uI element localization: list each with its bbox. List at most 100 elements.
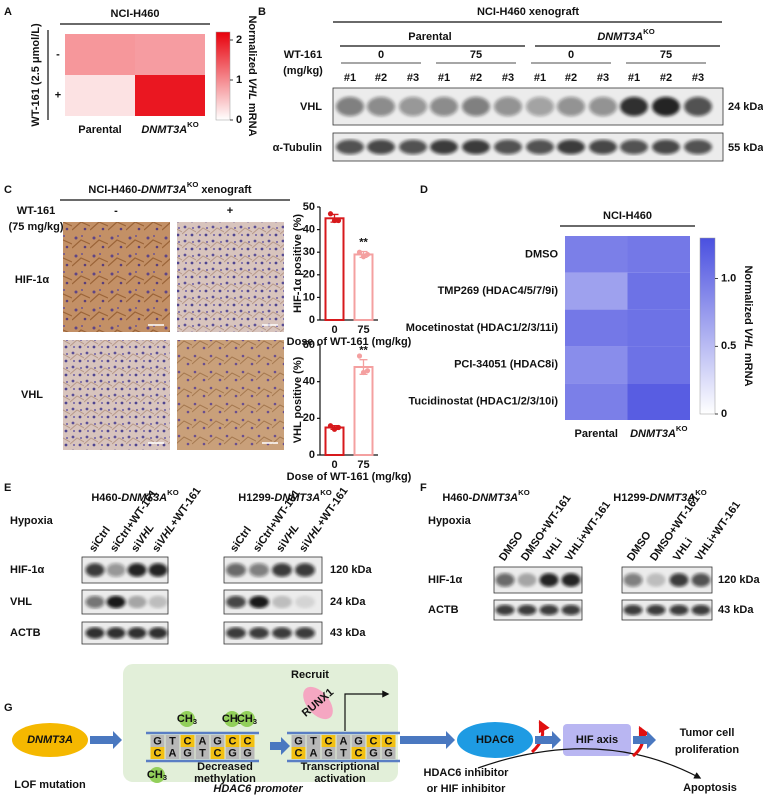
blot-band [652, 96, 680, 117]
y-tick-label: 20 [303, 412, 315, 424]
blot-title: H1299-DNMT3AKO [238, 488, 331, 504]
base-box [240, 747, 255, 759]
base-box [321, 735, 336, 747]
scale-bars [148, 324, 278, 444]
base-label: C [184, 735, 192, 747]
note: Transcriptional [301, 761, 380, 773]
sample-label: #2 [660, 72, 672, 84]
blot-band [367, 96, 395, 117]
text-part: Normalized [742, 265, 754, 327]
dose-label: 75 [660, 49, 672, 61]
row-label: HIF-1α [10, 564, 45, 576]
heatmap-cell [135, 75, 205, 116]
blot-band [127, 595, 147, 609]
text-part: DNMT3A [472, 492, 518, 504]
heatmap-cell [627, 346, 690, 384]
sample-label: #2 [565, 72, 577, 84]
x-tick-label: 0 [331, 459, 337, 471]
base-label: C [385, 735, 393, 747]
blot-band [691, 604, 711, 616]
base-box [291, 747, 306, 759]
condition-label: Hypoxia [428, 515, 472, 527]
base-label: G [294, 735, 303, 747]
note: activation [314, 773, 366, 785]
data-point [360, 254, 367, 260]
data-point [331, 426, 338, 432]
blot-band [127, 563, 147, 577]
colorbar-label: Normalized VHL mRNA [742, 265, 754, 386]
condition-label: + [227, 205, 233, 217]
blot-band [148, 627, 168, 639]
blot-band [691, 573, 711, 587]
ihc-image [63, 222, 170, 332]
blot-band [272, 595, 292, 609]
x-tick-label: 0 [331, 324, 337, 336]
text-part: DNMT3A [630, 428, 676, 440]
blot-band [367, 139, 395, 155]
note: LOF mutation [14, 779, 86, 791]
blot-band [249, 627, 269, 639]
methyl-label: CH3 [177, 713, 197, 726]
text-part: H460- [442, 492, 472, 504]
runx1-node [303, 686, 333, 720]
base-label: G [369, 747, 378, 759]
heatmap-cell [627, 236, 690, 273]
colorbar [699, 237, 716, 415]
base-box [306, 735, 321, 747]
dose-label: 0 [378, 49, 384, 61]
size-label: 24 kDa [330, 596, 366, 608]
chart-title: NCI-H460 [111, 8, 160, 20]
column-label: Parental [78, 124, 121, 136]
blot-band [399, 139, 427, 155]
data-point [331, 217, 338, 224]
text-part: mRNA [742, 350, 754, 387]
blot-band [272, 627, 292, 639]
methyl-label: CH3 [147, 769, 167, 782]
row-label: PCI-34051 (HDAC8i) [454, 359, 558, 371]
base-label: C [229, 735, 237, 747]
sample-label: #2 [375, 72, 387, 84]
outcome: proliferation [675, 744, 739, 756]
node-label: DNMT3A [27, 734, 73, 746]
blot-band [249, 563, 269, 577]
blot-band [623, 604, 643, 616]
condition-label: Hypoxia [10, 515, 54, 527]
blot-band [226, 563, 246, 577]
blot-band [561, 573, 581, 587]
text-part: Normalized [246, 15, 258, 77]
row-label: ACTB [428, 604, 459, 616]
base-label: C [244, 735, 252, 747]
base-box [351, 747, 366, 759]
row-label: VHL [300, 101, 322, 113]
text-part: CH [147, 769, 163, 781]
outcome: Apoptosis [683, 782, 737, 794]
data-point [364, 251, 371, 258]
blot-band [539, 573, 559, 587]
text-part: CH [237, 713, 253, 725]
chart-title: NCI-H460 [603, 210, 652, 222]
block-arrow [270, 737, 290, 755]
base-box [291, 735, 306, 747]
heatmap-cell [65, 75, 135, 116]
data-point [364, 368, 371, 374]
text-part: KO [167, 488, 179, 497]
note: methylation [194, 773, 256, 785]
base-box [210, 747, 225, 759]
text-part: VHL [246, 78, 258, 100]
blot-band [684, 139, 712, 155]
promoter-label: HDAC6 promoter [213, 783, 303, 795]
text-part: DNMT3A [649, 492, 695, 504]
size-label: 120 kDa [718, 574, 760, 586]
base-box [366, 747, 381, 759]
text-part: DNMT3A [141, 124, 187, 136]
base-box [210, 735, 225, 747]
unit-label: (mg/kg) [283, 65, 323, 77]
blot-band [462, 139, 490, 155]
hdac6-node [457, 722, 533, 758]
text-part: 3 [193, 717, 197, 726]
size-label: 55 kDa [728, 142, 763, 154]
blot-band [684, 96, 712, 117]
base-label: C [370, 735, 378, 747]
base-box [180, 735, 195, 747]
